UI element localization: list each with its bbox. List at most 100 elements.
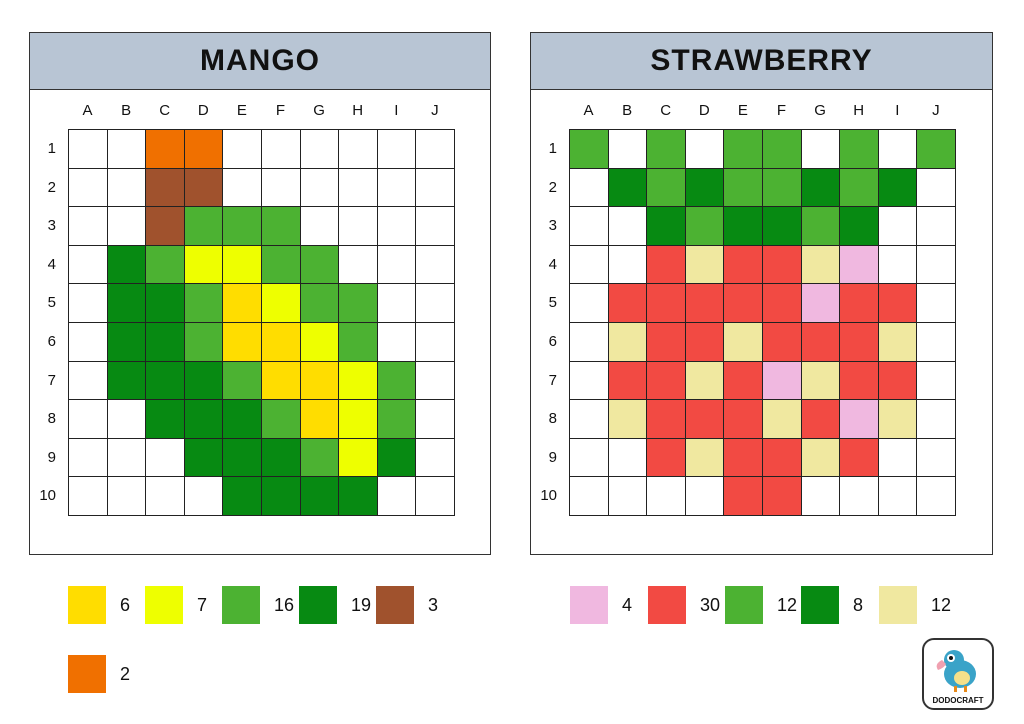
grid-cell[interactable] — [840, 207, 879, 246]
grid-cell[interactable] — [107, 400, 147, 439]
grid-cell[interactable] — [184, 245, 224, 285]
grid-cell[interactable] — [724, 322, 763, 362]
grid-cell[interactable] — [724, 477, 763, 516]
grid-cell[interactable] — [878, 284, 918, 323]
grid-cell[interactable] — [416, 400, 455, 439]
grid-cell[interactable] — [608, 284, 648, 323]
grid-cell[interactable] — [724, 207, 763, 246]
grid-cell[interactable] — [917, 245, 956, 285]
grid-cell[interactable] — [300, 438, 340, 478]
grid-cell[interactable] — [377, 438, 417, 478]
grid-cell[interactable] — [608, 130, 648, 169]
grid-cell[interactable] — [878, 400, 918, 439]
grid-cell[interactable] — [300, 130, 340, 169]
grid-cell[interactable] — [146, 361, 185, 401]
grid-cell[interactable] — [878, 438, 918, 478]
grid-cell[interactable] — [801, 284, 841, 323]
grid-cell[interactable] — [184, 361, 224, 401]
grid-cell[interactable] — [762, 438, 802, 478]
grid-cell[interactable] — [339, 168, 378, 208]
grid-cell[interactable] — [647, 168, 686, 208]
grid-cell[interactable] — [570, 322, 609, 362]
grid-cell[interactable] — [840, 168, 879, 208]
grid-cell[interactable] — [107, 438, 147, 478]
grid-cell[interactable] — [840, 245, 879, 285]
grid-cell[interactable] — [184, 207, 224, 246]
grid-cell[interactable] — [223, 322, 262, 362]
grid-cell[interactable] — [570, 438, 609, 478]
grid-cell[interactable] — [107, 322, 147, 362]
grid-cell[interactable] — [107, 245, 147, 285]
grid-cell[interactable] — [416, 322, 455, 362]
grid-cell[interactable] — [801, 477, 841, 516]
grid-cell[interactable] — [570, 477, 609, 516]
grid-cell[interactable] — [223, 284, 262, 323]
grid-cell[interactable] — [261, 361, 301, 401]
grid-cell[interactable] — [647, 361, 686, 401]
grid-cell[interactable] — [570, 168, 609, 208]
grid-cell[interactable] — [223, 477, 262, 516]
grid-cell[interactable] — [878, 207, 918, 246]
grid-cell[interactable] — [300, 400, 340, 439]
grid-cell[interactable] — [724, 130, 763, 169]
grid-cell[interactable] — [685, 477, 725, 516]
grid-cell[interactable] — [570, 284, 609, 323]
grid-cell[interactable] — [416, 361, 455, 401]
grid-cell[interactable] — [724, 245, 763, 285]
grid-cell[interactable] — [339, 130, 378, 169]
grid-cell[interactable] — [762, 361, 802, 401]
grid-cell[interactable] — [69, 130, 108, 169]
grid-cell[interactable] — [107, 168, 147, 208]
grid-cell[interactable] — [416, 245, 455, 285]
grid-cell[interactable] — [647, 284, 686, 323]
grid-cell[interactable] — [69, 284, 108, 323]
grid-cell[interactable] — [878, 130, 918, 169]
grid-cell[interactable] — [647, 477, 686, 516]
grid-cell[interactable] — [107, 361, 147, 401]
grid-cell[interactable] — [261, 477, 301, 516]
grid-cell[interactable] — [878, 477, 918, 516]
grid-cell[interactable] — [685, 361, 725, 401]
grid-cell[interactable] — [840, 130, 879, 169]
grid-cell[interactable] — [339, 284, 378, 323]
grid-cell[interactable] — [300, 245, 340, 285]
grid-cell[interactable] — [223, 168, 262, 208]
grid-cell[interactable] — [917, 168, 956, 208]
grid-cell[interactable] — [647, 245, 686, 285]
grid-cell[interactable] — [878, 245, 918, 285]
grid-cell[interactable] — [69, 207, 108, 246]
grid-cell[interactable] — [917, 400, 956, 439]
grid-cell[interactable] — [300, 322, 340, 362]
grid-cell[interactable] — [339, 361, 378, 401]
grid-cell[interactable] — [608, 322, 648, 362]
grid-cell[interactable] — [917, 438, 956, 478]
grid-cell[interactable] — [184, 438, 224, 478]
grid-cell[interactable] — [146, 284, 185, 323]
grid-cell[interactable] — [917, 207, 956, 246]
grid-cell[interactable] — [685, 438, 725, 478]
grid-cell[interactable] — [416, 477, 455, 516]
grid-cell[interactable] — [339, 400, 378, 439]
grid-cell[interactable] — [878, 322, 918, 362]
grid-cell[interactable] — [801, 361, 841, 401]
grid-cell[interactable] — [300, 361, 340, 401]
grid-cell[interactable] — [107, 130, 147, 169]
grid-cell[interactable] — [762, 168, 802, 208]
grid-cell[interactable] — [917, 130, 956, 169]
grid-cell[interactable] — [840, 400, 879, 439]
grid-cell[interactable] — [608, 400, 648, 439]
grid-cell[interactable] — [647, 130, 686, 169]
grid-cell[interactable] — [146, 400, 185, 439]
grid-cell[interactable] — [801, 207, 841, 246]
grid-cell[interactable] — [724, 400, 763, 439]
grid-cell[interactable] — [685, 322, 725, 362]
grid-cell[interactable] — [878, 361, 918, 401]
grid-cell[interactable] — [223, 245, 262, 285]
grid-cell[interactable] — [840, 438, 879, 478]
grid-cell[interactable] — [917, 477, 956, 516]
grid-cell[interactable] — [107, 284, 147, 323]
grid-cell[interactable] — [724, 168, 763, 208]
grid-cell[interactable] — [377, 284, 417, 323]
grid-cell[interactable] — [762, 477, 802, 516]
grid-cell[interactable] — [339, 245, 378, 285]
